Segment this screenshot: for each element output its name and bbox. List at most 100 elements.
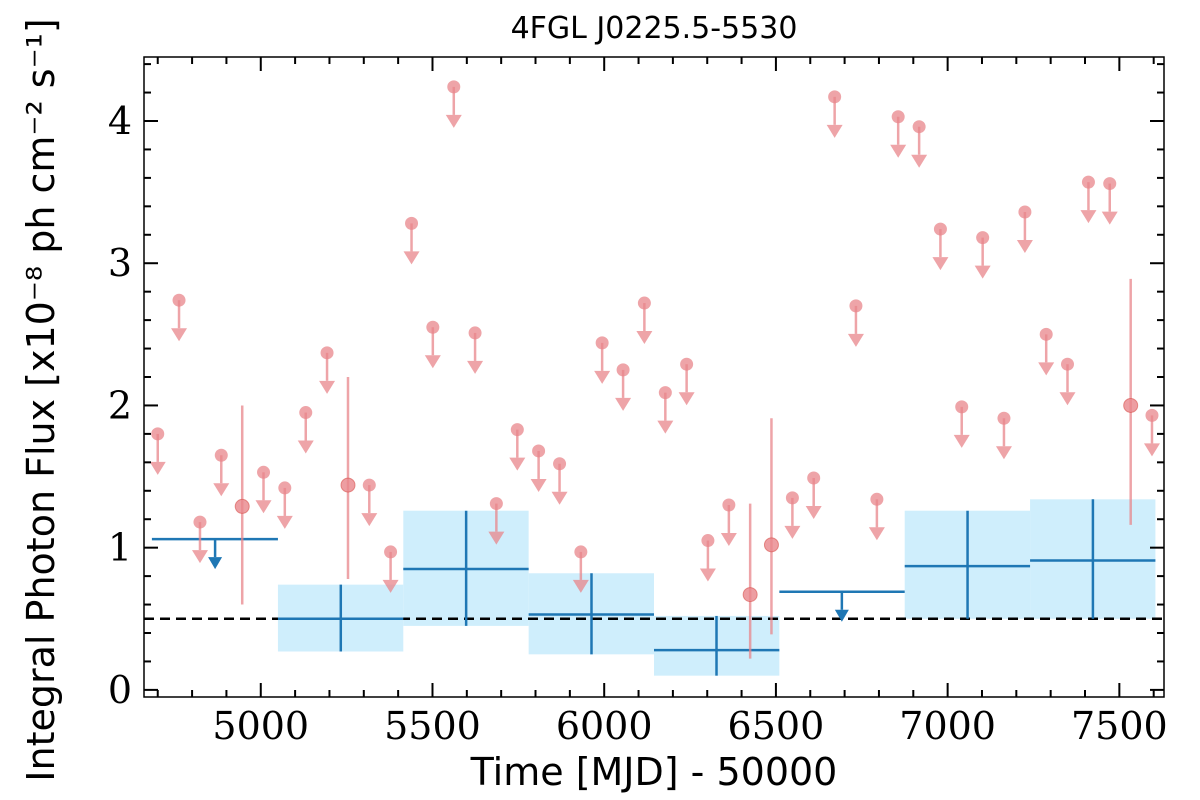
short-bin-detection-point xyxy=(763,537,779,553)
short-bin-upper-limit-arrow xyxy=(890,144,907,158)
short-bin-upper-limit-point xyxy=(701,534,715,548)
short-bin-upper-limit-arrow xyxy=(572,579,589,593)
short-bin-upper-limit-arrow xyxy=(1059,392,1076,406)
short-bin-detection-point xyxy=(1123,397,1139,413)
short-bin-upper-limit-point xyxy=(1145,408,1159,422)
short-bin-upper-limit-arrow xyxy=(953,434,970,448)
short-bin-upper-limit-arrow xyxy=(445,114,462,128)
short-bin-upper-limit-arrow xyxy=(847,333,864,347)
short-bin-upper-limit-point xyxy=(785,491,799,505)
x-tick-label: 6000 xyxy=(556,704,653,748)
short-bin-upper-limit-arrow xyxy=(911,154,928,168)
short-bin-upper-limit-point xyxy=(1039,327,1053,341)
x-tick-label: 5500 xyxy=(384,704,481,748)
short-bin-upper-limit-point xyxy=(616,363,630,377)
short-bin-upper-limit-arrow xyxy=(213,483,230,497)
short-bin-upper-limit-arrow xyxy=(424,355,441,369)
short-bin-upper-limit-arrow xyxy=(551,491,568,505)
short-bin-upper-limit-point xyxy=(637,296,651,310)
short-bin-upper-limit-arrow xyxy=(171,328,188,342)
short-bin-upper-limit-point xyxy=(426,320,440,334)
short-bin-upper-limit-point xyxy=(278,481,292,495)
short-bin-upper-limit-arrow xyxy=(784,525,801,539)
short-bin-upper-limit-arrow xyxy=(932,257,949,271)
short-bin-upper-limit-point xyxy=(214,448,228,462)
short-bin-upper-limit-arrow xyxy=(594,370,611,384)
short-bin-upper-limit-arrow xyxy=(699,568,716,582)
short-bin-upper-limit-point xyxy=(1103,177,1117,191)
short-bin-upper-limit-point xyxy=(532,444,546,458)
short-bin-upper-limit-arrow xyxy=(530,478,547,492)
short-bin-upper-limit-point xyxy=(447,80,461,94)
plot-frame xyxy=(143,56,1165,698)
short-bin-upper-limit-arrow xyxy=(488,531,505,545)
x-axis-label: Time [MJD] - 50000 xyxy=(470,750,838,794)
long-bin-upper-limit-arrow xyxy=(834,609,849,622)
short-bin-upper-limit-arrow xyxy=(276,515,293,529)
short-bin-upper-limit-arrow xyxy=(636,331,653,345)
short-bin-upper-limit-point xyxy=(405,216,419,230)
short-bin-upper-limit-point xyxy=(510,423,524,437)
short-bin-upper-limit-point xyxy=(1018,205,1032,219)
short-bin-upper-limit-point xyxy=(489,497,503,511)
short-bin-upper-limit-point xyxy=(574,545,588,559)
short-bin-upper-limit-arrow xyxy=(678,392,695,406)
short-bin-upper-limit-point xyxy=(257,465,271,479)
y-axis-label: Integral Photon Flux [x10⁻⁸ ph cm⁻² s⁻¹] xyxy=(19,18,63,781)
y-tick-label: 0 xyxy=(108,668,132,712)
short-bin-upper-limit-point xyxy=(933,222,947,236)
y-tick-label: 4 xyxy=(108,99,132,143)
short-bin-upper-limit-arrow xyxy=(403,251,420,265)
short-bin-upper-limit-point xyxy=(828,90,842,104)
short-bin-detection-point xyxy=(340,477,356,493)
chart-title: 4FGL J0225.5-5530 xyxy=(511,11,798,46)
short-bin-upper-limit-point xyxy=(320,346,334,360)
short-bin-detection-point xyxy=(234,498,250,514)
short-bin-upper-limit-point xyxy=(680,357,694,371)
short-bin-upper-limit-arrow xyxy=(974,265,991,279)
short-bin-upper-limit-point xyxy=(658,386,672,400)
short-bin-upper-limit-arrow xyxy=(319,380,336,394)
short-bin-upper-limit-point xyxy=(1060,357,1074,371)
short-bin-upper-limit-arrow xyxy=(805,505,822,519)
short-bin-upper-limit-point xyxy=(468,326,482,340)
short-bin-upper-limit-point xyxy=(849,299,863,313)
short-bin-upper-limit-arrow xyxy=(382,579,399,593)
short-bin-upper-limit-point xyxy=(807,471,821,485)
short-bin-upper-limit-arrow xyxy=(467,360,484,374)
x-tick-label: 6500 xyxy=(728,704,825,748)
y-tick-label: 3 xyxy=(108,241,132,285)
short-bin-upper-limit-point xyxy=(912,120,926,134)
short-bin-detection-point xyxy=(742,587,758,603)
short-bin-upper-limit-point xyxy=(722,498,736,512)
short-bin-upper-limit-point xyxy=(193,515,207,529)
x-tick-label: 7500 xyxy=(1071,704,1168,748)
short-bin-upper-limit-arrow xyxy=(1016,240,1033,254)
short-bin-upper-limit-arrow xyxy=(615,397,632,411)
short-bin-upper-limit-arrow xyxy=(1143,443,1160,457)
short-bin-upper-limit-arrow xyxy=(826,124,843,138)
short-bin-upper-limit-arrow xyxy=(509,457,526,471)
short-bin-upper-limit-point xyxy=(384,545,398,559)
short-bin-series xyxy=(149,80,1160,659)
short-bin-upper-limit-point xyxy=(997,411,1011,425)
short-bin-upper-limit-arrow xyxy=(1080,210,1097,224)
y-tick-label: 1 xyxy=(108,526,132,570)
short-bin-upper-limit-point xyxy=(151,427,165,441)
short-bin-upper-limit-point xyxy=(553,457,567,471)
short-bin-upper-limit-point xyxy=(362,478,376,492)
short-bin-upper-limit-point xyxy=(595,336,609,350)
axes-layer: 5000 5500 6000 6500 7000 7500 0 1 2 3 4 xyxy=(108,57,1168,748)
short-bin-upper-limit-arrow xyxy=(149,461,166,475)
short-bin-upper-limit-arrow xyxy=(720,533,737,546)
long-bin-upper-limit-arrow xyxy=(208,557,223,570)
short-bin-upper-limit-point xyxy=(299,406,313,420)
y-tick-label: 2 xyxy=(108,383,132,427)
short-bin-upper-limit-arrow xyxy=(1101,211,1118,225)
short-bin-upper-limit-arrow xyxy=(868,527,885,541)
short-bin-upper-limit-point xyxy=(955,400,969,414)
short-bin-upper-limit-arrow xyxy=(255,500,272,514)
short-bin-upper-limit-point xyxy=(976,231,990,245)
short-bin-upper-limit-point xyxy=(870,492,884,506)
